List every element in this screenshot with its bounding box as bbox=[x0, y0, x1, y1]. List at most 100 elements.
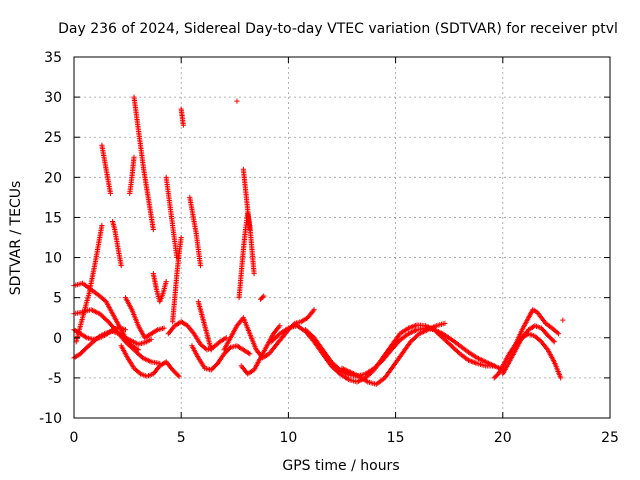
data-point bbox=[118, 262, 124, 269]
data-point bbox=[371, 365, 377, 371]
data-segment bbox=[122, 295, 167, 341]
data-point bbox=[103, 316, 109, 323]
data-point bbox=[408, 339, 414, 345]
x-tick-label: 20 bbox=[494, 430, 512, 446]
data-point bbox=[180, 122, 186, 128]
y-tick-label: 30 bbox=[44, 90, 62, 106]
data-point bbox=[247, 351, 253, 357]
data-point bbox=[412, 334, 419, 340]
data-point bbox=[550, 338, 556, 344]
data-point bbox=[98, 312, 104, 318]
data-point bbox=[396, 338, 402, 344]
y-tick-label: -5 bbox=[48, 371, 62, 387]
data-point bbox=[226, 345, 233, 352]
data-point bbox=[374, 363, 380, 369]
data-point bbox=[411, 335, 417, 341]
data-point bbox=[442, 320, 448, 326]
data-segment bbox=[195, 299, 214, 353]
data-segment bbox=[221, 307, 317, 361]
data-point bbox=[302, 327, 309, 333]
data-point bbox=[446, 340, 452, 347]
data-point bbox=[268, 339, 274, 345]
data-segment bbox=[187, 194, 204, 269]
data-point bbox=[560, 317, 566, 323]
data-point bbox=[443, 338, 450, 344]
data-point bbox=[104, 317, 110, 324]
data-point bbox=[178, 234, 184, 241]
data-point bbox=[136, 351, 142, 357]
data-segment bbox=[150, 271, 169, 305]
data-point bbox=[414, 333, 420, 339]
data-point bbox=[274, 333, 280, 339]
data-point bbox=[234, 98, 240, 104]
chart-title: Day 236 of 2024, Sidereal Day-to-day VTE… bbox=[58, 21, 618, 37]
data-point bbox=[415, 332, 421, 338]
data-point bbox=[251, 271, 257, 277]
y-axis-title: SDTVAR / TECUs bbox=[8, 181, 24, 296]
data-point bbox=[442, 337, 448, 343]
x-tick-label: 15 bbox=[387, 430, 405, 446]
data-point bbox=[135, 347, 141, 353]
data-point bbox=[275, 332, 282, 338]
x-tick-label: 0 bbox=[70, 430, 79, 446]
data-point bbox=[99, 222, 105, 229]
data-segment bbox=[257, 293, 267, 302]
data-point bbox=[445, 339, 451, 345]
y-tick-label: 25 bbox=[44, 130, 62, 146]
axis-ticks: 0 5 10 15 20 25 -10 -5 0 5 10 15 20 25 30 35 bbox=[39, 50, 619, 446]
data-segment bbox=[240, 166, 253, 233]
data-point bbox=[376, 361, 382, 367]
data-point bbox=[271, 336, 277, 343]
data-point bbox=[453, 347, 459, 353]
data-segment bbox=[170, 234, 184, 325]
data-point bbox=[176, 373, 182, 379]
data-point bbox=[277, 323, 283, 329]
data-point bbox=[150, 226, 156, 233]
y-tick-label: -10 bbox=[39, 411, 62, 427]
data-point bbox=[456, 350, 462, 356]
data-point bbox=[260, 294, 266, 300]
data-point bbox=[272, 335, 278, 341]
data-point bbox=[208, 347, 214, 353]
data-point bbox=[447, 342, 453, 348]
data-segment bbox=[189, 343, 253, 373]
y-tick-label: 0 bbox=[53, 331, 62, 347]
data-points bbox=[71, 94, 566, 387]
data-segment bbox=[238, 323, 283, 377]
data-point bbox=[135, 350, 141, 356]
y-tick-label: 10 bbox=[44, 251, 62, 267]
data-segment bbox=[131, 94, 156, 233]
data-point bbox=[449, 344, 456, 350]
data-point bbox=[333, 363, 339, 370]
data-point bbox=[306, 330, 312, 336]
data-point bbox=[269, 338, 276, 344]
data-segment bbox=[71, 280, 141, 353]
data-point bbox=[304, 328, 310, 334]
data-point bbox=[122, 327, 129, 333]
x-axis-title: GPS time / hours bbox=[282, 458, 399, 474]
data-point bbox=[378, 358, 385, 364]
data-segment bbox=[236, 210, 257, 301]
data-point bbox=[309, 332, 315, 339]
plot-frame bbox=[73, 56, 611, 419]
data-point bbox=[100, 314, 107, 320]
data-segment bbox=[99, 142, 114, 196]
x-tick-label: 10 bbox=[279, 430, 297, 446]
y-tick-label: 15 bbox=[44, 210, 62, 226]
data-segment bbox=[165, 319, 229, 353]
data-point bbox=[197, 262, 204, 269]
data-point bbox=[332, 362, 338, 368]
data-point bbox=[328, 359, 334, 365]
data-point bbox=[138, 354, 144, 360]
y-tick-label: 20 bbox=[44, 170, 62, 186]
data-point bbox=[377, 359, 383, 366]
data-point bbox=[261, 293, 267, 299]
data-point bbox=[452, 346, 458, 352]
data-point bbox=[305, 329, 311, 335]
data-point bbox=[551, 339, 557, 345]
x-tick-label: 5 bbox=[177, 430, 186, 446]
data-segment bbox=[560, 317, 566, 323]
data-point bbox=[329, 360, 336, 366]
data-point bbox=[107, 190, 114, 196]
